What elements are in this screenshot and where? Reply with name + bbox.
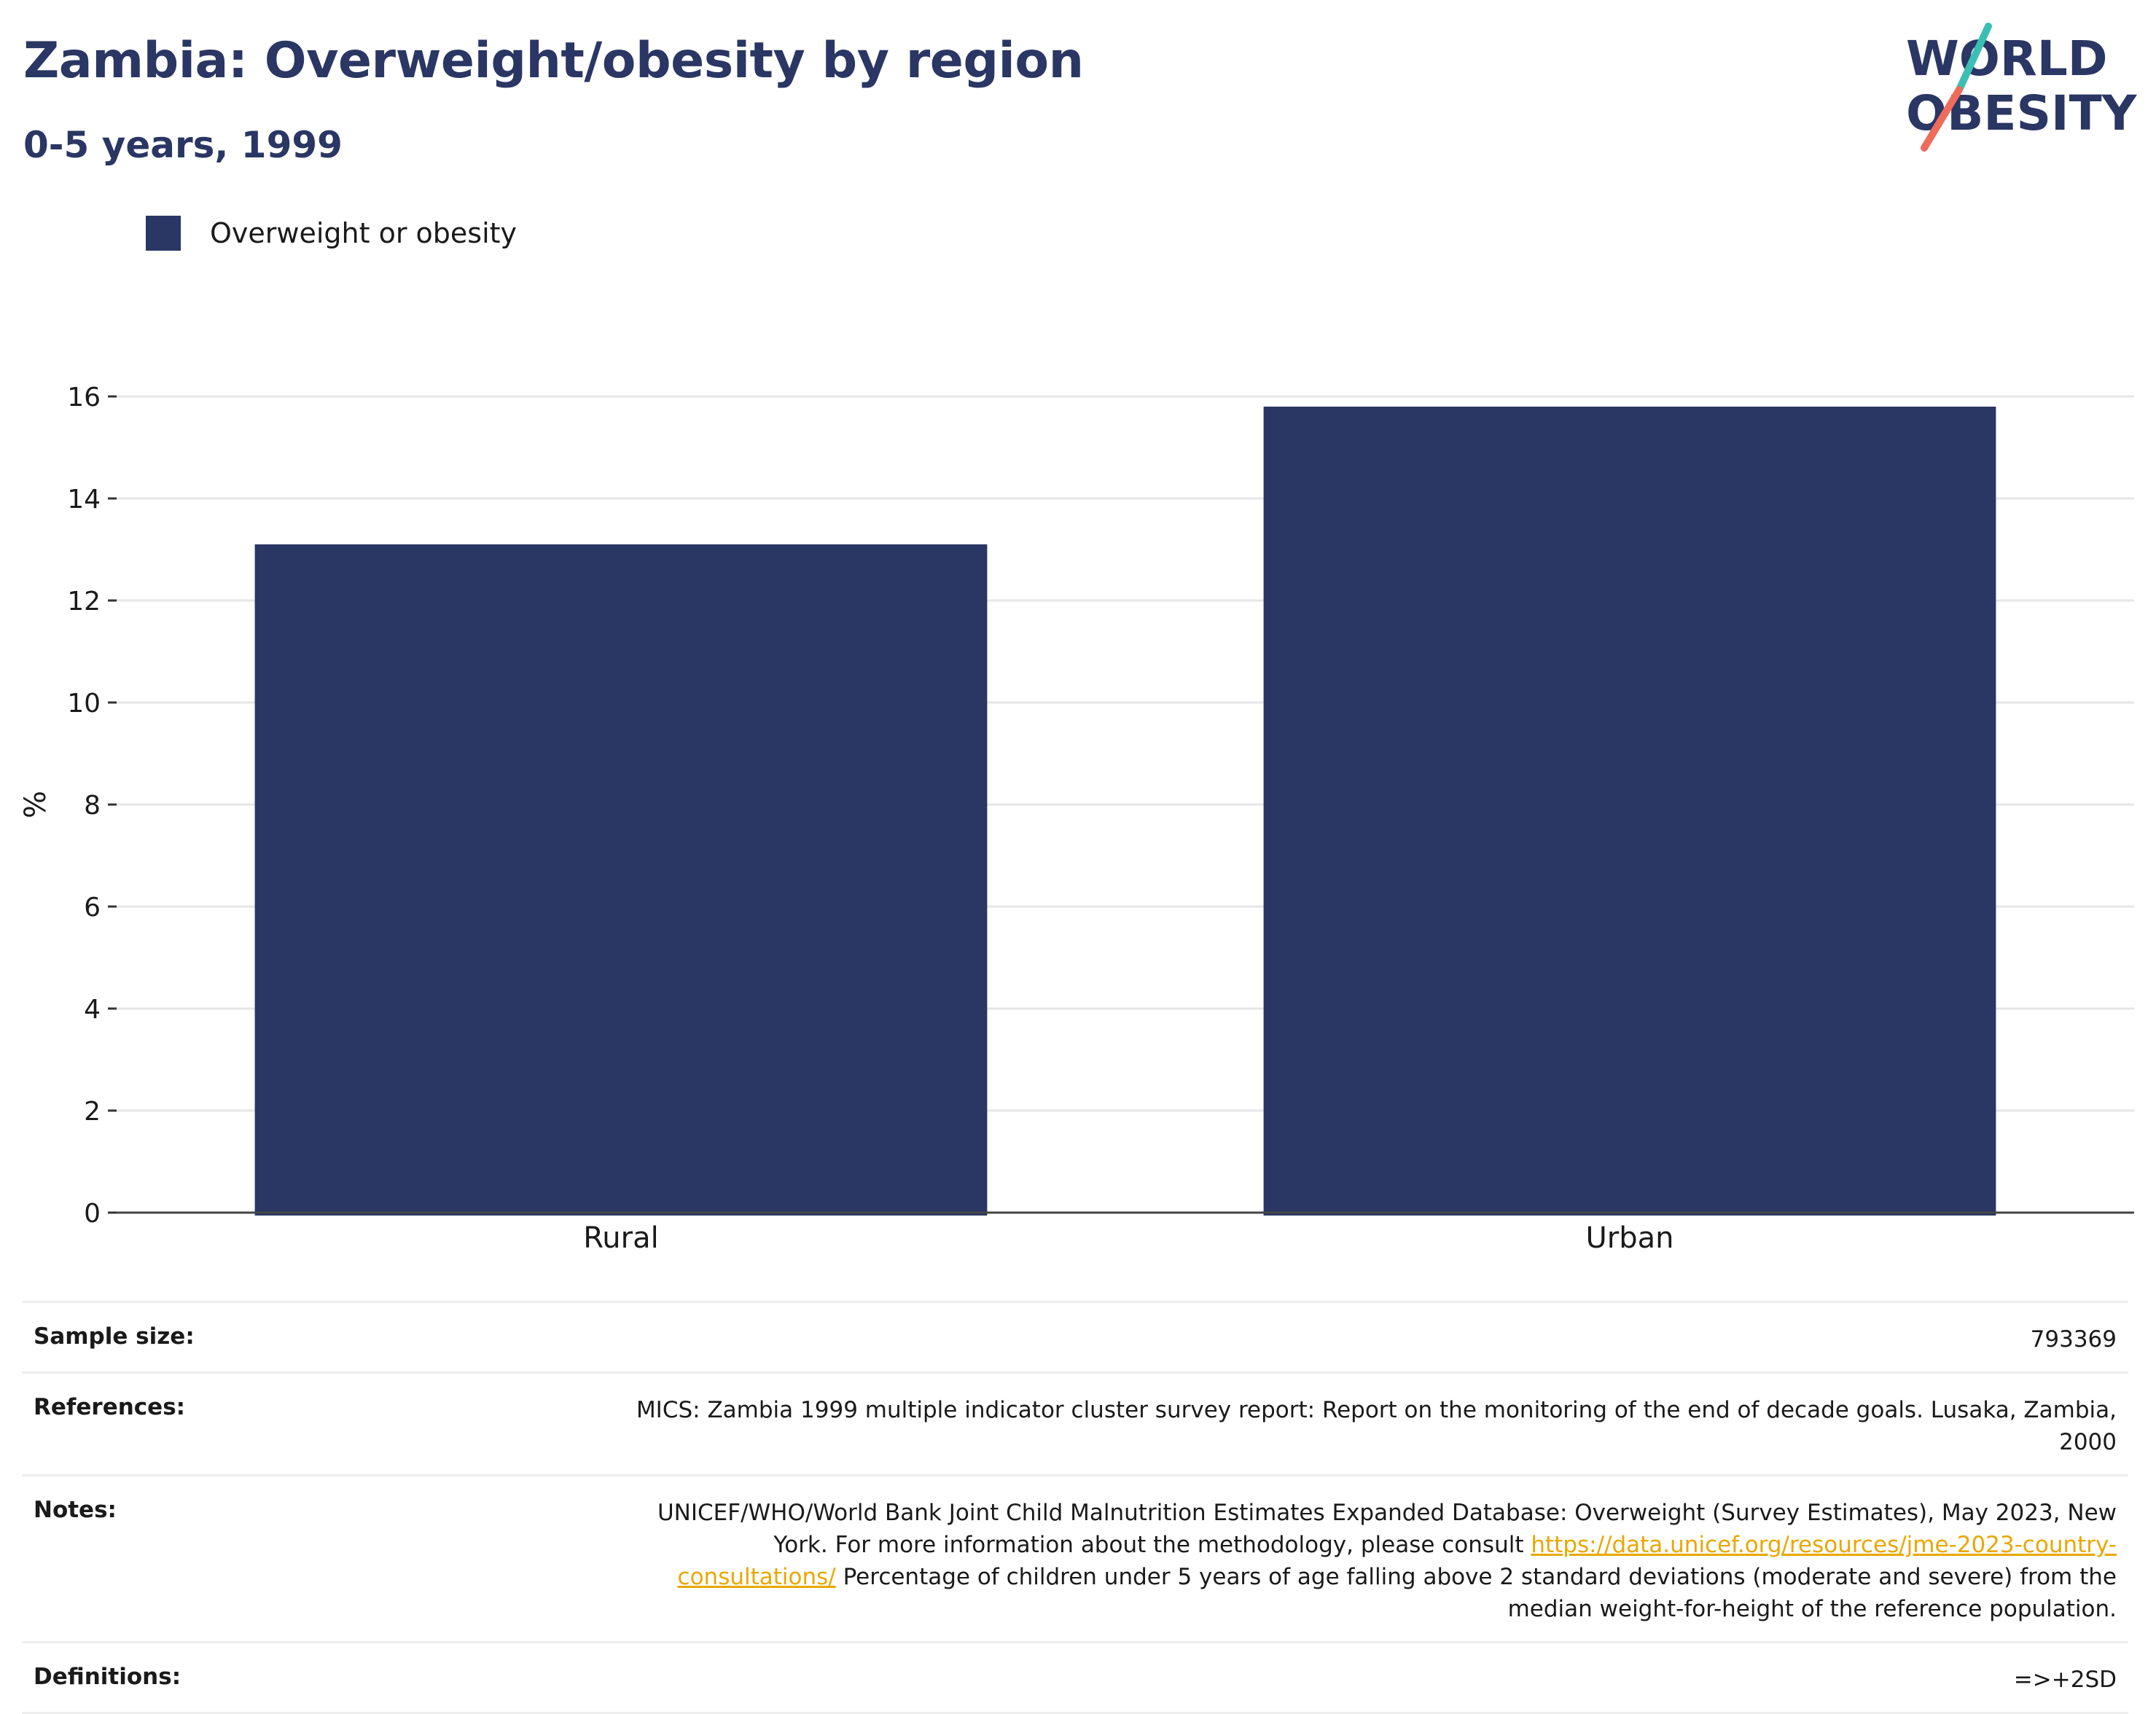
info-row-definitions: Definitions: =>+2SD (22, 1641, 2128, 1714)
info-row-notes: Notes: UNICEF/WHO/World Bank Joint Child… (22, 1474, 2128, 1641)
notes-link[interactable]: https://data.unicef.org/resources/jme-20… (677, 1532, 2117, 1590)
svg-text:OBESITY: OBESITY (1906, 85, 2138, 141)
notes-label: Notes: (34, 1497, 117, 1523)
chart-title: Zambia: Overweight/obesity by region (23, 32, 1084, 90)
legend-label: Overweight or obesity (210, 217, 517, 249)
y-axis-label: % (19, 791, 52, 818)
y-tick-label: 14 (67, 485, 101, 514)
info-row-sample-size: Sample size: 793369 (22, 1301, 2128, 1371)
y-tick-label: 2 (84, 1097, 101, 1127)
y-tick-label: 0 (84, 1199, 101, 1229)
y-tick-label: 16 (67, 383, 101, 412)
references-label: References: (34, 1394, 186, 1420)
info-table: Sample size: 793369 References: MICS: Za… (22, 1301, 2128, 1714)
sample-size-label: Sample size: (34, 1323, 195, 1350)
notes-text-after: Percentage of children under 5 years of … (835, 1564, 2117, 1622)
bar-urban (1263, 407, 1996, 1216)
info-row-references: References: MICS: Zambia 1999 multiple i… (22, 1371, 2128, 1474)
definitions-value: =>+2SD (2013, 1667, 2117, 1693)
bar-chart: 0 2 4 6 8 10 12 14 16% Rural Urban (19, 383, 2134, 1255)
notes-text-before: UNICEF/WHO/World Bank Joint Child Malnut… (657, 1500, 2117, 1558)
svg-text:WORLD: WORLD (1906, 31, 2108, 87)
definitions-label: Definitions: (34, 1664, 181, 1690)
y-tick-label: 12 (67, 587, 101, 617)
sample-size-value: 793369 (2030, 1326, 2117, 1353)
y-tick-label: 6 (84, 893, 101, 923)
legend[interactable]: Overweight or obesity (146, 216, 517, 251)
notes-value: UNICEF/WHO/World Bank Joint Child Malnut… (622, 1497, 2117, 1625)
bar-rural (254, 544, 988, 1216)
y-tick-label: 10 (67, 689, 101, 719)
references-value: MICS: Zambia 1999 multiple indicator clu… (636, 1397, 2117, 1455)
x-tick-label: Urban (1586, 1221, 1674, 1255)
chart-subtitle: 0-5 years, 1999 (23, 124, 343, 166)
y-tick-label: 4 (84, 995, 101, 1025)
y-tick-label: 8 (84, 791, 101, 821)
world-obesity-logo: WORLD OBESITY (1906, 23, 2138, 152)
legend-swatch (146, 216, 181, 251)
x-tick-label: Rural (583, 1221, 658, 1255)
